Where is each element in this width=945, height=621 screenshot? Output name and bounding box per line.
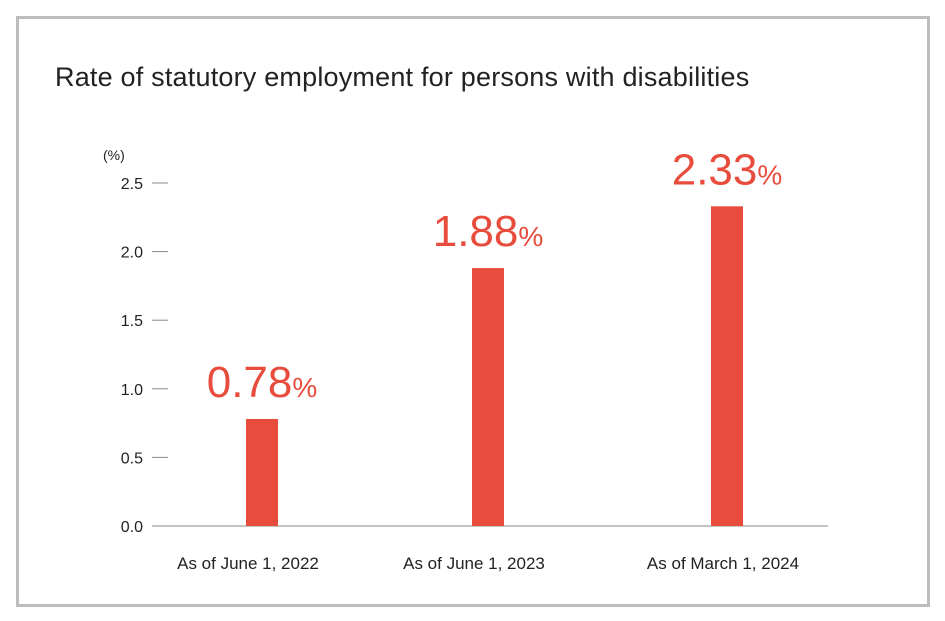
value-number: 1.88: [433, 207, 519, 256]
category-labels: As of June 1, 2022 As of June 1, 2023 As o…: [177, 554, 799, 573]
x-category-label: As of June 1, 2022: [177, 554, 319, 573]
y-tick-label: 1.5: [121, 313, 143, 330]
value-number: 2.33: [672, 145, 758, 194]
y-axis: 0.0 0.5 1.0 1.5 2.0 2.5: [121, 176, 168, 536]
y-tick-label: 2.5: [121, 176, 143, 193]
value-label: 1.88%: [433, 207, 544, 256]
value-percent-sign: %: [518, 221, 543, 252]
value-percent-sign: %: [292, 372, 317, 403]
bar: [711, 206, 743, 526]
bar: [472, 268, 504, 526]
y-tick-label: 1.0: [121, 382, 143, 399]
value-label: 0.78%: [207, 358, 318, 407]
y-tick-label: 2.0: [121, 245, 143, 262]
y-tick-label: 0.5: [121, 450, 143, 467]
x-category-label: As of March 1, 2024: [647, 554, 799, 573]
value-number: 0.78: [207, 358, 293, 407]
chart-title: Rate of statutory employment for persons…: [55, 62, 750, 92]
y-unit-label: (%): [103, 147, 125, 163]
x-category-label: As of June 1, 2023: [403, 554, 545, 573]
value-label: 2.33%: [672, 145, 783, 194]
value-labels: 0.78%1.88%2.33%: [207, 145, 783, 407]
bar: [246, 418, 278, 526]
value-percent-sign: %: [757, 159, 782, 190]
bars: [246, 206, 743, 526]
y-tick-label: 0.0: [121, 519, 143, 536]
